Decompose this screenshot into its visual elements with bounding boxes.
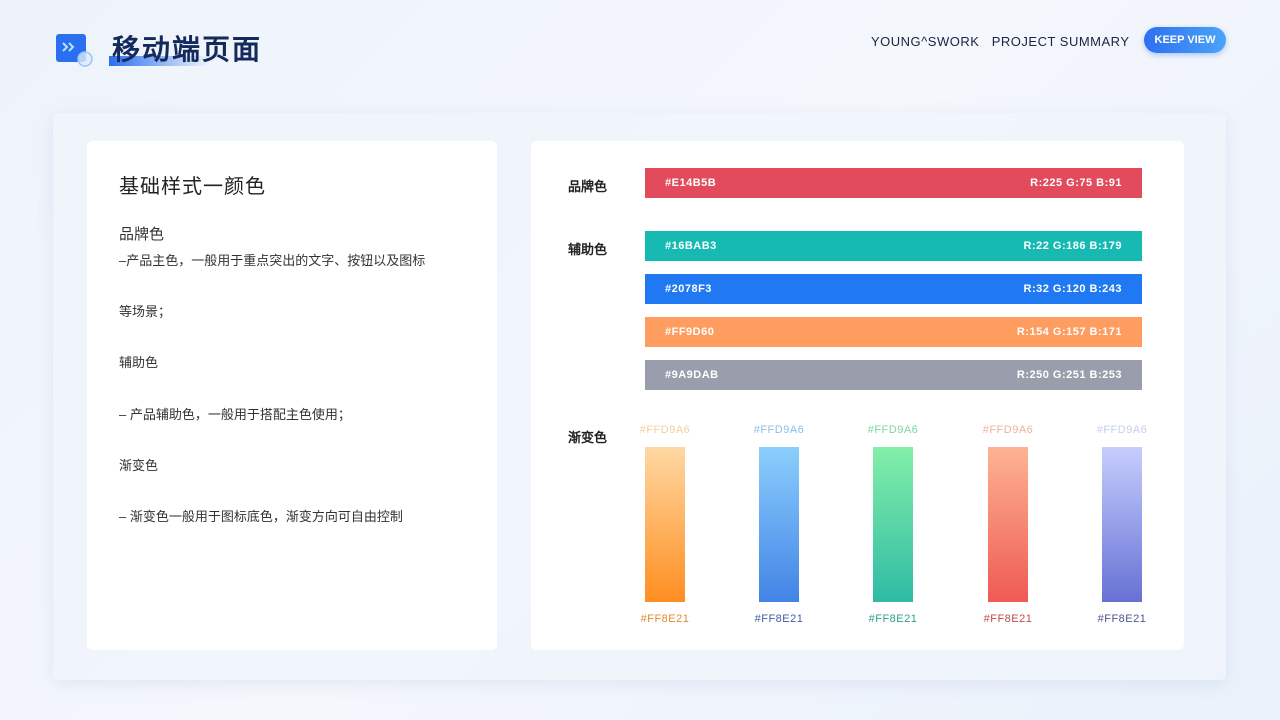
swatch-hex: #9A9DAB [665, 369, 719, 381]
swatch-rgb: R:22 G:186 B:179 [1023, 240, 1122, 252]
color-swatch-bar: #9A9DAB R:250 G:251 B:253 [645, 360, 1142, 390]
gradient-bottom-label: #FF8E21 [1097, 613, 1147, 625]
gradient-swatch [1102, 447, 1142, 602]
brand-color-label: 品牌色 [568, 179, 608, 194]
desc-line: 辅助色 [119, 355, 159, 370]
gradient-swatch [873, 447, 913, 602]
brand-text: YOUNG^SWORK [871, 34, 980, 49]
swatch-rgb: R:32 G:120 B:243 [1023, 283, 1122, 295]
keep-view-button[interactable]: KEEP VIEW [1144, 27, 1226, 53]
header-nav: YOUNG^SWORK PROJECT SUMMARY [871, 34, 1130, 49]
gradient-top-label: #FFD9A6 [1096, 424, 1148, 436]
color-swatch-bar: #16BAB3 R:22 G:186 B:179 [645, 231, 1142, 261]
gradient-top-label: #FFD9A6 [867, 424, 919, 436]
gradient-top-label: #FFD9A6 [639, 424, 691, 436]
section-heading: 基础样式一颜色 [119, 176, 266, 198]
desc-line: –产品主色，一般用于重点突出的文字、按钮以及图标 [119, 253, 426, 268]
swatch-hex: #FF9D60 [665, 326, 715, 338]
aux-color-label: 辅助色 [568, 242, 608, 257]
gradient-top-label: #FFD9A6 [753, 424, 805, 436]
color-swatch-bar: #2078F3 R:32 G:120 B:243 [645, 274, 1142, 304]
gradient-swatch [759, 447, 799, 602]
gradient-bottom-label: #FF8E21 [640, 613, 690, 625]
gradient-bottom-label: #FF8E21 [754, 613, 804, 625]
swatch-hex: #2078F3 [665, 283, 712, 295]
desc-line: 等场景； [119, 304, 172, 319]
gradient-swatch [645, 447, 685, 602]
color-swatch-bar: #FF9D60 R:154 G:157 B:171 [645, 317, 1142, 347]
page-title: 移动端页面 [112, 33, 263, 66]
swatch-hex: #16BAB3 [665, 240, 717, 252]
gradient-bottom-label: #FF8E21 [983, 613, 1033, 625]
title-underline [109, 56, 209, 66]
color-card [531, 141, 1184, 650]
swatch-rgb: R:154 G:157 B:171 [1016, 326, 1122, 338]
swatch-rgb: R:225 G:75 B:91 [1030, 177, 1122, 189]
desc-line: – 产品辅助色，一般用于搭配主色使用； [119, 407, 351, 422]
summary-text: PROJECT SUMMARY [991, 34, 1130, 49]
swatch-rgb: R:250 G:251 B:253 [1016, 369, 1122, 381]
desc-line: – 渐变色一般用于图标底色，渐变方向可自由控制 [119, 509, 403, 524]
description-card [87, 141, 497, 650]
gradient-swatch [988, 447, 1028, 602]
gradient-color-label: 渐变色 [568, 430, 608, 445]
swatch-hex: #E14B5B [665, 177, 717, 189]
gradient-top-label: #FFD9A6 [982, 424, 1034, 436]
gradient-bottom-label: #FF8E21 [868, 613, 918, 625]
desc-line: 品牌色 [119, 226, 165, 243]
desc-line: 渐变色 [119, 458, 159, 473]
color-swatch-bar: #E14B5B R:225 G:75 B:91 [645, 168, 1142, 198]
logo-icon [56, 34, 93, 67]
